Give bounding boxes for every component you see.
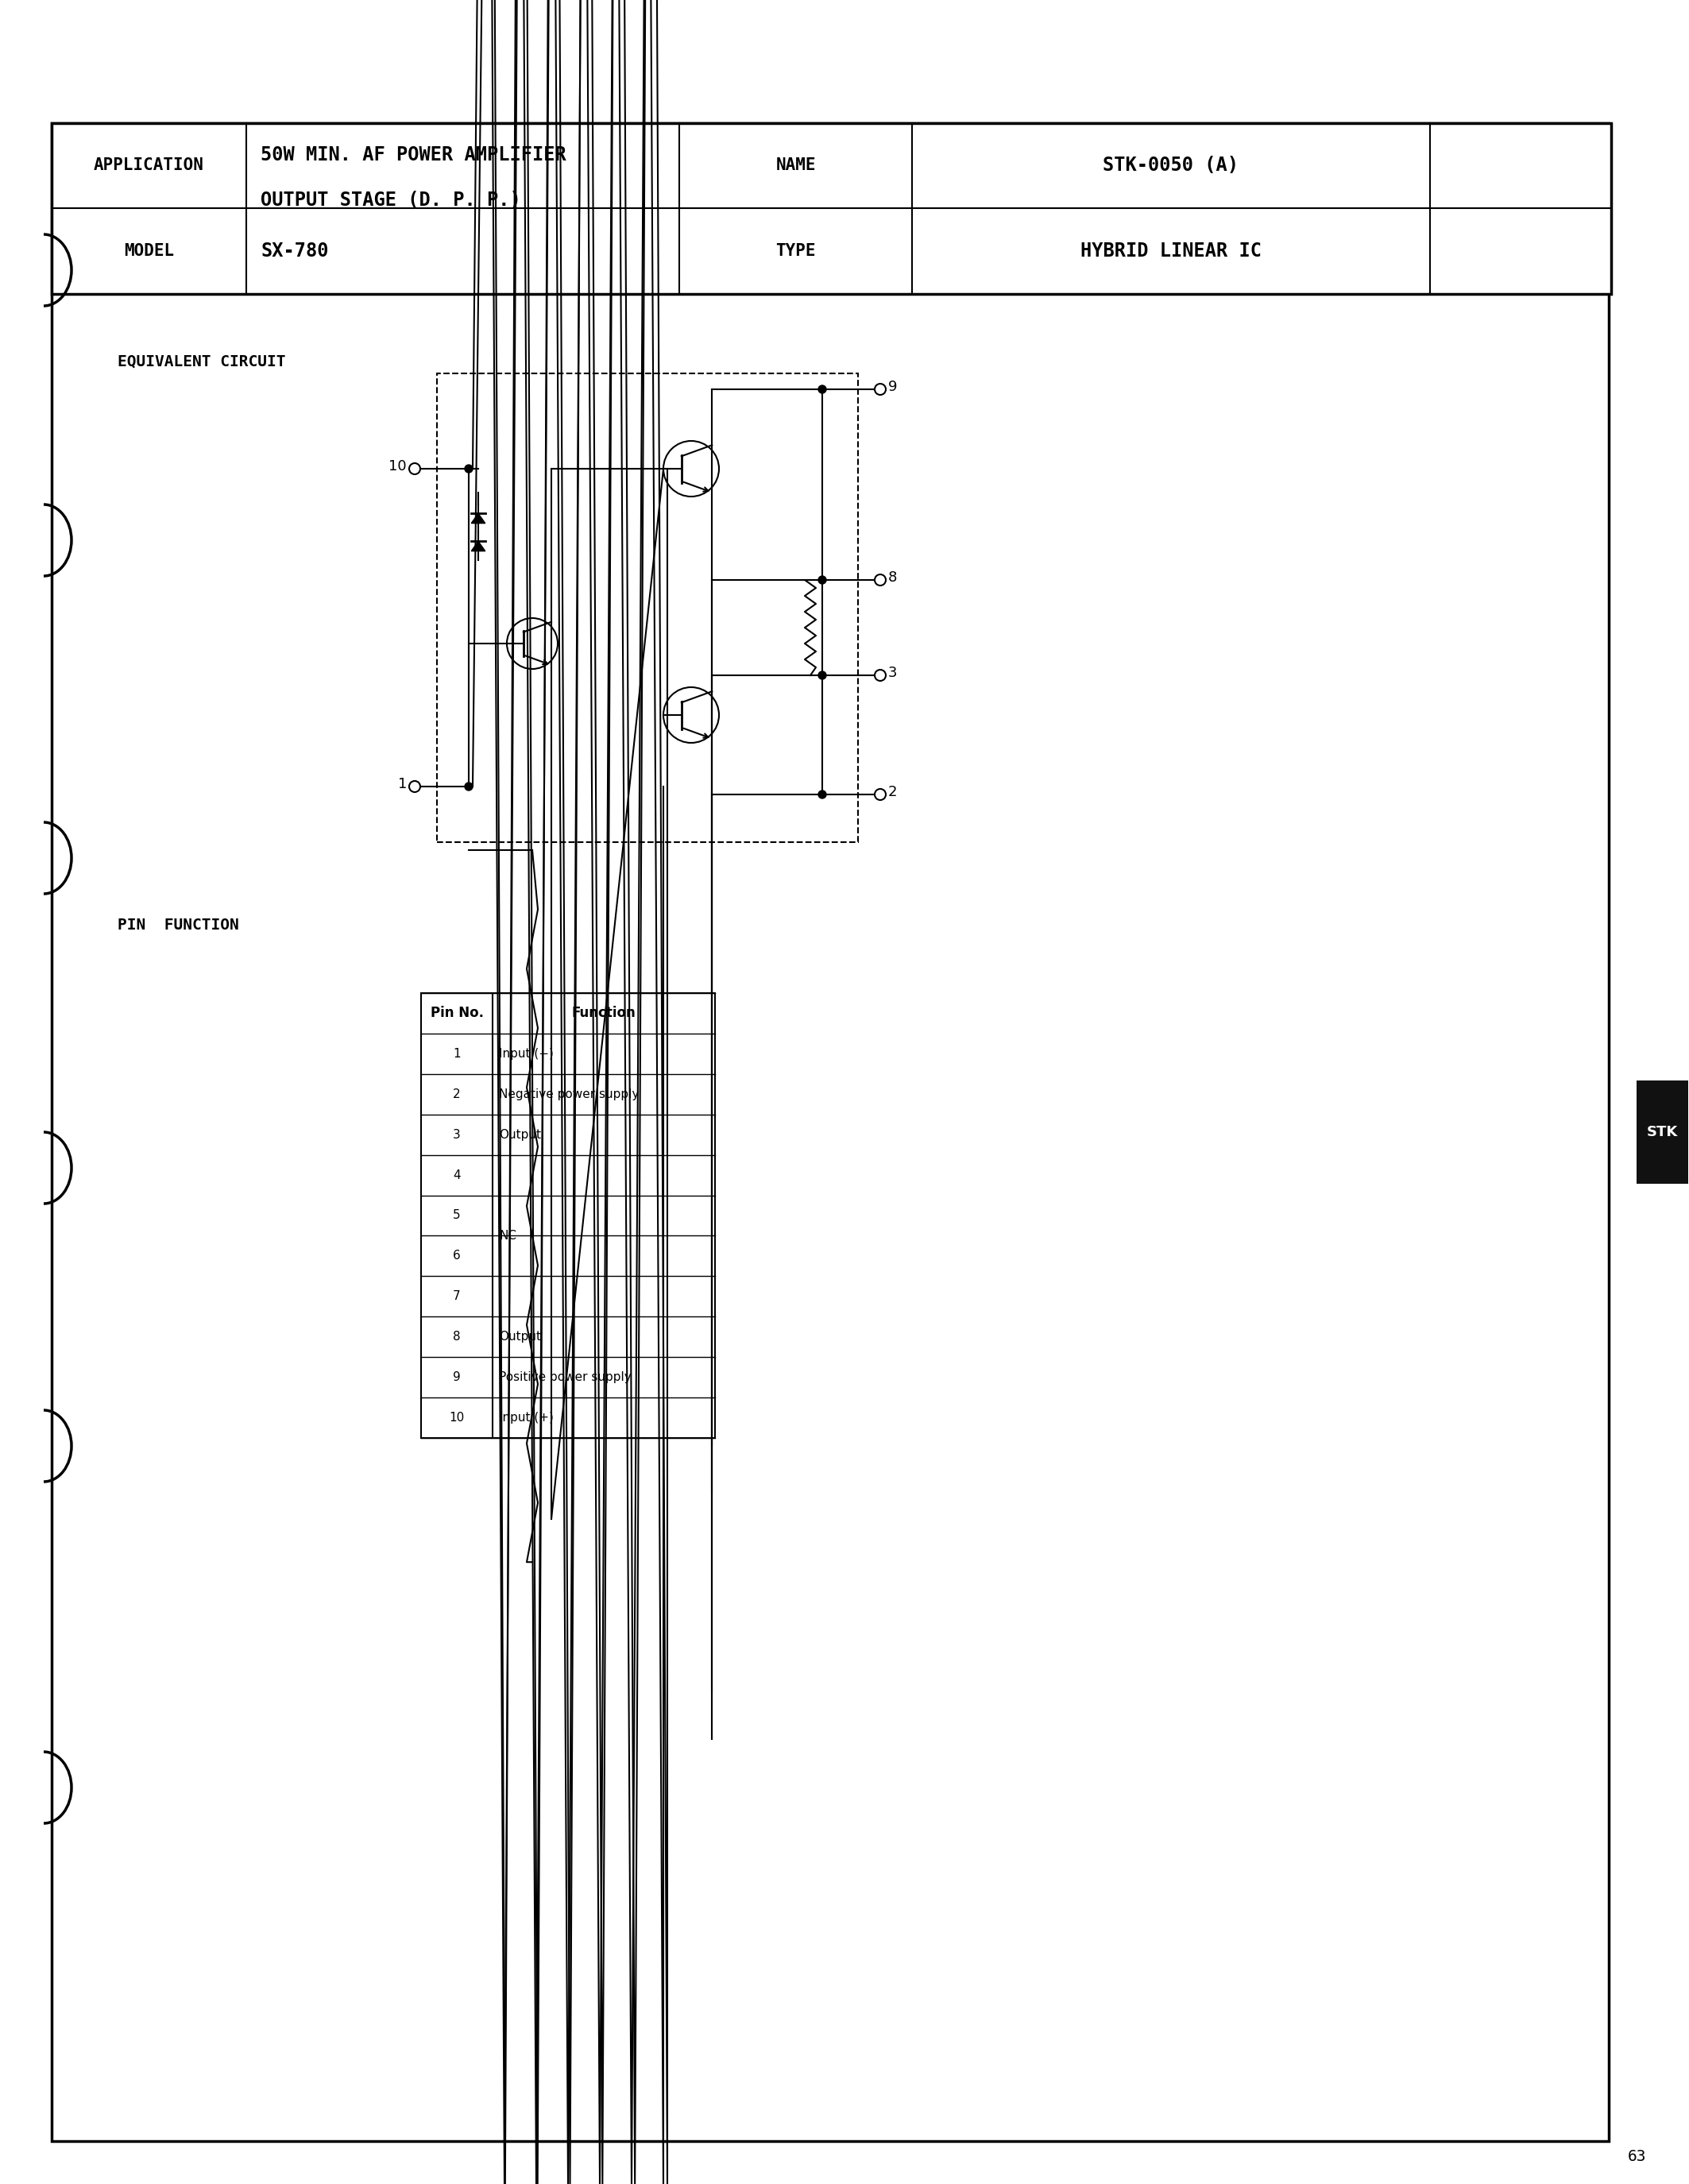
Text: STK-0050 (A): STK-0050 (A) [1103, 155, 1240, 175]
Text: HYBRID LINEAR IC: HYBRID LINEAR IC [1081, 242, 1262, 260]
Text: 50W MIN. AF POWER AMPLIFIER: 50W MIN. AF POWER AMPLIFIER [260, 146, 566, 164]
Circle shape [817, 577, 826, 583]
Circle shape [409, 463, 421, 474]
Bar [421, 994, 714, 1437]
Text: 10: 10 [388, 459, 407, 474]
Circle shape [875, 574, 885, 585]
Text: 9: 9 [888, 380, 897, 393]
Bar [1637, 1081, 1689, 1184]
Circle shape [409, 782, 421, 793]
Text: 2: 2 [453, 1088, 461, 1101]
Circle shape [464, 782, 473, 791]
Bar [52, 122, 1611, 295]
Text: 1: 1 [453, 1048, 461, 1059]
Polygon shape [471, 542, 485, 550]
Text: 63: 63 [1627, 2149, 1645, 2164]
Bar [422, 1398, 714, 1437]
Text: 1: 1 [397, 778, 407, 791]
Circle shape [875, 788, 885, 799]
Text: 2: 2 [888, 784, 897, 799]
Text: NAME: NAME [775, 157, 816, 173]
Text: Input (−): Input (−) [498, 1048, 554, 1059]
Text: MODEL: MODEL [123, 242, 174, 260]
Text: 6: 6 [453, 1249, 461, 1262]
Text: 3: 3 [888, 666, 897, 679]
Polygon shape [471, 513, 485, 524]
Bar [422, 1236, 714, 1275]
Text: Function: Function [571, 1007, 635, 1020]
Text: 5: 5 [453, 1210, 461, 1221]
Text: 10: 10 [449, 1411, 464, 1424]
Bar [422, 1155, 714, 1195]
Bar [422, 1317, 714, 1356]
Circle shape [817, 670, 826, 679]
Text: NC: NC [498, 1230, 517, 1243]
Text: TYPE: TYPE [775, 242, 816, 260]
Text: Positive power supply: Positive power supply [498, 1372, 632, 1382]
Circle shape [875, 384, 885, 395]
Text: 8: 8 [888, 570, 897, 585]
Circle shape [464, 465, 473, 472]
Text: 4: 4 [453, 1168, 461, 1182]
Text: STK: STK [1647, 1125, 1677, 1140]
Text: 8: 8 [453, 1330, 461, 1343]
Text: APPLICATION: APPLICATION [95, 157, 204, 173]
Text: 3: 3 [453, 1129, 461, 1140]
Text: EQUIVALENT CIRCUIT: EQUIVALENT CIRCUIT [118, 354, 285, 369]
Circle shape [817, 791, 826, 799]
Text: PIN  FUNCTION: PIN FUNCTION [118, 917, 238, 933]
Circle shape [875, 670, 885, 681]
Text: 9: 9 [453, 1372, 461, 1382]
Text: Output: Output [498, 1330, 540, 1343]
Text: Pin No.: Pin No. [431, 1007, 483, 1020]
Text: Negative power supply: Negative power supply [498, 1088, 638, 1101]
Text: 7: 7 [453, 1291, 461, 1302]
Text: Input (+): Input (+) [498, 1411, 554, 1424]
Bar [422, 1075, 714, 1114]
Bar [437, 373, 858, 843]
Circle shape [817, 384, 826, 393]
Text: OUTPUT STAGE (D. P. P.): OUTPUT STAGE (D. P. P.) [260, 190, 520, 210]
Text: SX-780: SX-780 [260, 242, 328, 260]
Text: Output: Output [498, 1129, 540, 1140]
